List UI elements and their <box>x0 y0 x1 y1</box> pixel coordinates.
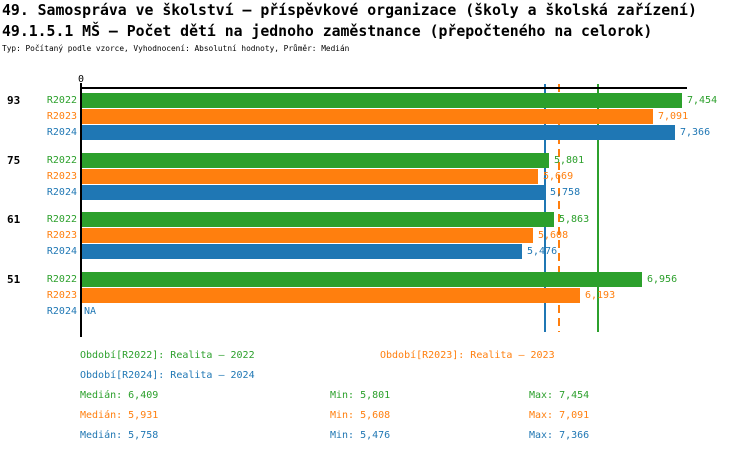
bar-value-label: 7,366 <box>680 127 711 138</box>
stat-max-r2024: Max: 7,366 <box>529 430 590 441</box>
stat-max-r2022: Max: 7,454 <box>529 390 590 401</box>
row-label-r2022: R2022 <box>46 155 77 166</box>
row-label-r2022: R2022 <box>46 95 77 106</box>
legend-item-r2023: Období[R2023]: Realita – 2023 <box>380 350 555 361</box>
stat-min-r2024: Min: 5,476 <box>330 430 391 441</box>
group-label-75: 75 <box>7 154 21 167</box>
bar-r2022-93 <box>82 93 682 108</box>
stat-median-r2024: Medián: 5,758 <box>80 430 159 441</box>
bar-value-label: 5,669 <box>543 171 574 182</box>
bar-value-label: 5,608 <box>538 230 569 241</box>
group-label-61: 61 <box>7 213 21 226</box>
row-label-r2023: R2023 <box>46 171 77 182</box>
bar-r2024-75 <box>82 185 545 200</box>
stat-max-r2023: Max: 7,091 <box>529 410 590 421</box>
bar-value-label: 6,956 <box>647 274 678 285</box>
bar-r2022-61 <box>82 212 554 227</box>
indicator-title: 49.1.5.1 MŠ – Počet dětí na jednoho zamě… <box>2 23 653 40</box>
row-label-r2023: R2023 <box>46 290 77 301</box>
bar-r2022-51 <box>82 272 642 287</box>
row-label-r2024: R2024 <box>46 246 77 257</box>
median-line-r2023 <box>558 84 560 332</box>
row-label-r2023: R2023 <box>46 111 77 122</box>
group-label-93: 93 <box>7 94 21 107</box>
chart-meta-line: Typ: Počítaný podle vzorce, Vyhodnocení:… <box>2 44 350 53</box>
report-title: 49. Samospráva ve školství – příspěvkové… <box>2 2 697 19</box>
legend-item-r2024: Období[R2024]: Realita – 2024 <box>80 370 255 381</box>
group-label-51: 51 <box>7 273 21 286</box>
stat-min-r2022: Min: 5,801 <box>330 390 391 401</box>
x-axis-line <box>80 87 687 89</box>
bar-value-label: 7,091 <box>658 111 689 122</box>
median-line-r2024 <box>544 84 546 332</box>
bar-value-label: 5,801 <box>554 155 585 166</box>
row-label-r2023: R2023 <box>46 230 77 241</box>
bar-r2023-61 <box>82 228 533 243</box>
row-label-r2022: R2022 <box>46 214 77 225</box>
bar-r2023-75 <box>82 169 538 184</box>
bar-r2023-51 <box>82 288 580 303</box>
row-label-r2022: R2022 <box>46 274 77 285</box>
bar-na-label: NA <box>84 306 97 317</box>
stat-median-r2023: Medián: 5,931 <box>80 410 159 421</box>
y-axis-line <box>80 83 82 337</box>
legend-item-r2022: Období[R2022]: Realita – 2022 <box>80 350 255 361</box>
bar-value-label: 5,476 <box>527 246 558 257</box>
bar-value-label: 7,454 <box>687 95 718 106</box>
bar-r2023-93 <box>82 109 653 124</box>
bar-value-label: 6,193 <box>585 290 616 301</box>
bar-r2024-93 <box>82 125 675 140</box>
row-label-r2024: R2024 <box>46 127 77 138</box>
row-label-r2024: R2024 <box>46 306 77 317</box>
bar-value-label: 5,863 <box>559 214 590 225</box>
x-axis-zero-label: 0 <box>77 74 85 85</box>
row-label-r2024: R2024 <box>46 187 77 198</box>
bar-r2022-75 <box>82 153 549 168</box>
bar-value-label: 5,758 <box>550 187 581 198</box>
stat-median-r2022: Medián: 6,409 <box>80 390 159 401</box>
stat-min-r2023: Min: 5,608 <box>330 410 391 421</box>
median-line-r2022 <box>597 84 599 332</box>
bar-r2024-61 <box>82 244 522 259</box>
